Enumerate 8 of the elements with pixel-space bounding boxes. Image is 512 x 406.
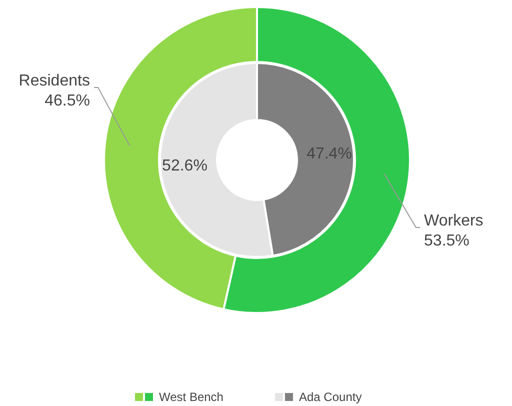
legend-label: Ada County [299,390,362,404]
legend-label: West Bench [159,390,224,404]
data-label: 46.5% [44,92,90,110]
data-label: 52.6% [162,157,208,174]
slice-label: Workers [424,212,484,230]
data-label: 47.4% [306,146,352,163]
slice-label: Residents [18,72,90,90]
data-label: 53.5% [424,232,470,250]
